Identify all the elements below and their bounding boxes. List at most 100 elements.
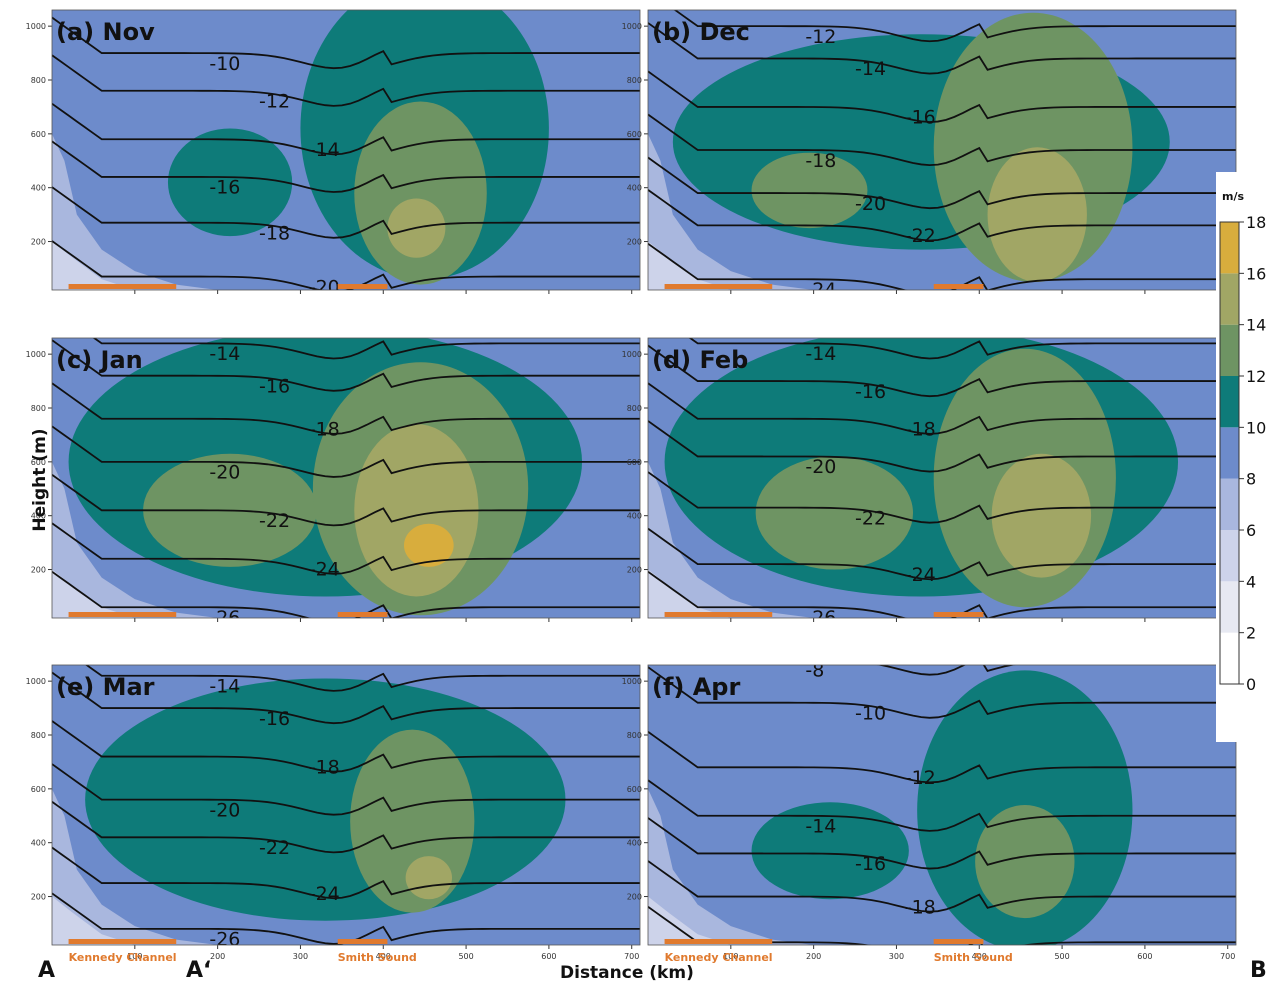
isotherm [648,570,1236,618]
x-tick-label: 700 [624,952,639,961]
y-tick-label: 1000 [622,677,642,686]
y-tick-label: 400 [31,184,46,193]
isotherm-label: -18 [259,222,290,244]
isotherm [648,731,1236,784]
location-label: Smith Sound [338,951,417,964]
isotherm [52,846,640,900]
wind-region [167,128,293,237]
isotherm-label: -20 [855,193,886,215]
isotherm-label: -22 [905,225,936,247]
y-tick-label: 200 [627,566,642,575]
isotherm-label: -22 [855,507,886,529]
isotherm-label: -12 [259,91,290,113]
isotherm-label: -12 [805,26,836,48]
wind-region-low [648,461,814,618]
panel-frame [51,9,641,291]
colorbar-tick-label: 10 [1246,418,1266,437]
colorbar-segment [1220,376,1239,428]
panel-title: (a) Nov [56,18,155,46]
location-label: Smith Sound [934,951,1013,964]
colorbar-tick-label: 18 [1246,213,1266,232]
colorbar-tick-label: 8 [1246,470,1256,489]
y-tick-label: 600 [31,458,46,467]
panel-title: (d) Feb [652,346,748,374]
isotherm [52,522,640,575]
y-tick-label: 1000 [26,22,46,31]
x-tick-label: 100 [127,952,142,961]
y-tick-label: 800 [627,404,642,413]
location-marker [933,612,984,617]
colorbar-segment [1220,632,1239,684]
isotherm [52,54,640,107]
isotherm [673,10,1236,43]
isotherm-label: -20 [209,799,240,821]
x-tick-label: 500 [458,952,473,961]
colorbar-tick-label: 16 [1246,264,1266,283]
y-tick-label: 200 [627,238,642,247]
y-tick-label: 200 [627,893,642,902]
location-marker [68,284,177,289]
y-tick-label: 200 [31,893,46,902]
isotherm-label: -14 [805,343,836,365]
colorbar: m/s 0 2 4 6 8 10 12 14 16 18 [1216,172,1275,742]
isotherm [85,665,640,692]
y-tick-label: 600 [627,130,642,139]
isotherm-label: -16 [259,708,290,730]
y-tick-label: 1000 [26,350,46,359]
isotherm-label: -20 [805,942,836,964]
colorbar-frame [1219,221,1240,685]
isotherm [648,70,1236,123]
location-marker [933,284,984,289]
isotherm [52,382,640,435]
panel-frame [647,9,1237,291]
x-tick-label: 700 [1220,952,1235,961]
isotherm [648,666,1236,719]
y-tick-label: 400 [31,839,46,848]
panel-title: (b) Dec [652,18,750,46]
x-axis-label: Distance (km) [560,963,694,983]
wind-region-weak [648,241,731,290]
isotherm-label: -26 [209,929,240,951]
y-tick-label: 400 [627,184,642,193]
y-tick-label: 400 [31,512,46,521]
wind-region [755,456,914,570]
wind-region [354,101,487,285]
location-marker [68,939,177,944]
isotherm-label: -18 [309,419,340,441]
isotherm-label: -10 [209,53,240,75]
isotherm [648,156,1236,210]
panel-5: -14 -16 -18 -20 -22 -24 -26 (e) Mar 200 400 600 800… [26,664,641,964]
isotherm [648,344,1236,398]
wind-region-weak [648,569,731,618]
isotherm [648,779,1236,832]
panel-2: -12 -14 -16 -18 -20 -22 -24 (b) Dec 200 400 600 800… [622,9,1237,294]
x-tick-label: 500 [1054,952,1069,961]
location-marker [337,284,388,289]
y-tick-label: 600 [31,130,46,139]
colorbar-segment [1220,324,1239,376]
isotherm [876,665,1016,676]
wind-region-low [52,461,218,618]
y-tick-label: 800 [627,76,642,85]
colorbar-segment [1220,530,1239,582]
isotherm-label: -14 [309,139,340,161]
isotherm [52,474,640,527]
location-marker [68,612,177,617]
isotherm [52,763,640,816]
y-axis-label: Height (m) [30,428,50,532]
location-marker [664,284,773,289]
colorbar-tick-label: 2 [1246,624,1256,643]
colorbar-tick-label: 14 [1246,316,1266,335]
isotherm [52,16,640,70]
x-tick-label: 600 [1137,952,1152,961]
isotherm-label: -8 [805,659,824,681]
isotherm-label: -18 [905,419,936,441]
isotherm [52,425,640,478]
isotherm-label: -16 [259,375,290,397]
colorbar-segment [1220,273,1239,325]
y-tick-label: 200 [31,238,46,247]
x-tick-label: 300 [293,952,308,961]
isotherm-label: -14 [209,676,240,698]
wind-region-weak [52,896,135,945]
colorbar-segment [1220,427,1239,479]
